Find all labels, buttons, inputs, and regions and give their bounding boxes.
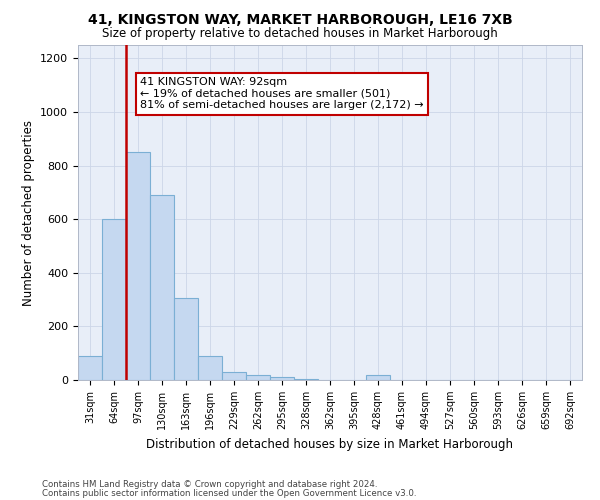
Bar bbox=[78, 356, 102, 380]
Text: Size of property relative to detached houses in Market Harborough: Size of property relative to detached ho… bbox=[102, 28, 498, 40]
Bar bbox=[222, 372, 246, 380]
Bar bbox=[150, 195, 174, 380]
Text: Contains public sector information licensed under the Open Government Licence v3: Contains public sector information licen… bbox=[42, 489, 416, 498]
Text: 41 KINGSTON WAY: 92sqm
← 19% of detached houses are smaller (501)
81% of semi-de: 41 KINGSTON WAY: 92sqm ← 19% of detached… bbox=[140, 77, 424, 110]
Bar bbox=[126, 152, 150, 380]
Bar bbox=[294, 378, 318, 380]
Bar bbox=[174, 298, 198, 380]
Bar bbox=[270, 378, 294, 380]
X-axis label: Distribution of detached houses by size in Market Harborough: Distribution of detached houses by size … bbox=[146, 438, 514, 450]
Text: 41, KINGSTON WAY, MARKET HARBOROUGH, LE16 7XB: 41, KINGSTON WAY, MARKET HARBOROUGH, LE1… bbox=[88, 12, 512, 26]
Y-axis label: Number of detached properties: Number of detached properties bbox=[22, 120, 35, 306]
Bar bbox=[198, 356, 222, 380]
Bar bbox=[102, 219, 126, 380]
Bar bbox=[366, 374, 390, 380]
Bar bbox=[246, 374, 270, 380]
Text: Contains HM Land Registry data © Crown copyright and database right 2024.: Contains HM Land Registry data © Crown c… bbox=[42, 480, 377, 489]
